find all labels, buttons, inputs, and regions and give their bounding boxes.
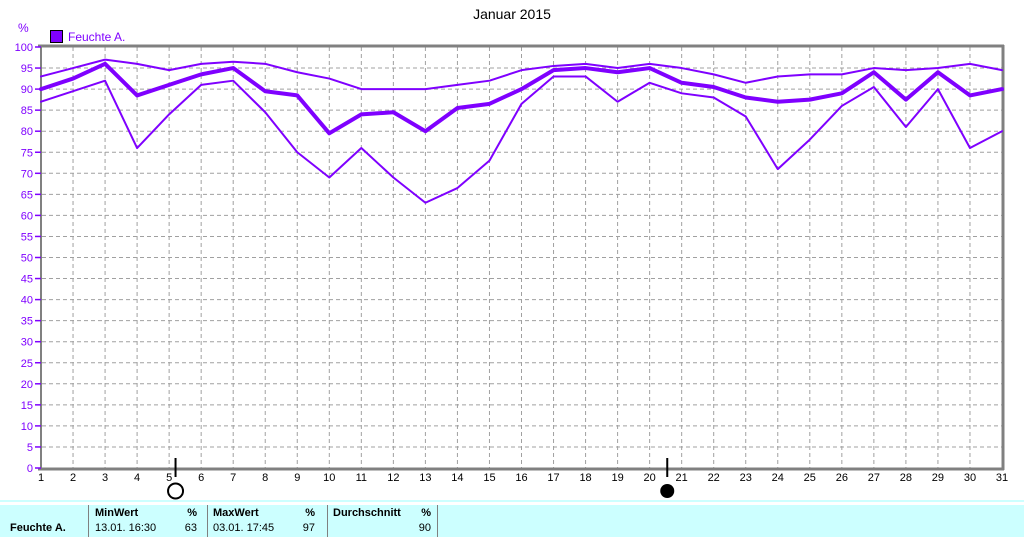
legend-color-swatch (50, 30, 63, 43)
x-axis-day-label: 1 (38, 472, 44, 484)
x-axis-day-label: 26 (836, 472, 848, 484)
maxwert-header-unit: % (305, 507, 315, 519)
durchschnitt-header-unit: % (421, 507, 431, 519)
x-axis-day-label: 2 (70, 472, 76, 484)
x-axis-day-label: 27 (868, 472, 880, 484)
table-separator (207, 505, 208, 537)
x-axis-day-label: 9 (294, 472, 300, 484)
page-title: Januar 2015 (473, 6, 551, 22)
x-axis-day-label: 6 (198, 472, 204, 484)
x-axis-day-label: 28 (900, 472, 912, 484)
y-axis-tick-label: 5 (27, 442, 33, 454)
maxwert-value: 97 (302, 522, 315, 534)
x-axis-day-label: 25 (804, 472, 816, 484)
y-axis-tick-label: 85 (21, 105, 33, 117)
y-axis-tick-label: 100 (15, 42, 33, 54)
series-line-daily-max (40, 58, 1003, 91)
x-axis-day-label: 18 (579, 472, 591, 484)
x-axis-day-label: 12 (387, 472, 399, 484)
y-axis-tick-label: 60 (21, 210, 33, 222)
y-axis-tick-label: 55 (21, 231, 33, 243)
minwert-value: 63 (184, 522, 197, 534)
x-axis-day-label: 31 (996, 472, 1008, 484)
x-axis-day-label: 16 (515, 472, 527, 484)
y-axis-tick-label: 30 (21, 337, 33, 349)
humidity-line-chart: 0510152025303540455055606570758085909510… (15, 42, 1008, 500)
y-axis-tick-label: 15 (21, 400, 33, 412)
y-axis-tick-label: 90 (21, 84, 33, 96)
y-axis-tick-label: 65 (21, 189, 33, 201)
y-axis-tick-label: 70 (21, 168, 33, 180)
maxwert-timestamp: 03.01. 17:45 (213, 522, 275, 534)
x-axis-day-label: 24 (772, 472, 784, 484)
minwert-header: MinWert % (95, 506, 197, 521)
summary-divider (0, 500, 1024, 502)
x-axis-day-label: 11 (356, 472, 367, 484)
y-axis-tick-label: 40 (21, 295, 33, 307)
series-line-daily-mean (39, 61, 1004, 136)
full-moon-icon (167, 482, 185, 500)
x-axis-day-label: 30 (964, 472, 976, 484)
x-axis-day-label: 8 (262, 472, 268, 484)
x-axis-day-label: 13 (419, 472, 431, 484)
x-axis-day-label: 10 (323, 472, 335, 484)
y-axis-tick-label: 25 (21, 358, 33, 370)
y-axis-tick-label: 10 (21, 421, 33, 433)
legend-label: Feuchte A. (68, 29, 126, 44)
durchschnitt-value-row: 90 (333, 521, 431, 536)
durchschnitt-header: Durchschnitt % (333, 506, 431, 521)
x-axis-day-label: 20 (644, 472, 656, 484)
x-axis-day-label: 23 (740, 472, 752, 484)
series-line-daily-min (40, 75, 1003, 204)
minwert-value-row: 13.01. 16:30 63 (95, 521, 197, 536)
x-axis-day-label: 17 (547, 472, 559, 484)
maxwert-header-label: MaxWert (213, 507, 259, 519)
x-axis-day-label: 15 (483, 472, 495, 484)
sensor-row-label: Feuchte A. (10, 522, 66, 534)
maxwert-header: MaxWert % (213, 506, 315, 521)
minwert-timestamp: 13.01. 16:30 (95, 522, 157, 534)
x-axis-day-label: 29 (932, 472, 944, 484)
x-axis-day-label: 7 (230, 472, 236, 484)
maxwert-value-row: 03.01. 17:45 97 (213, 521, 315, 536)
y-axis-tick-label: 45 (21, 274, 33, 286)
x-axis-day-label: 5 (166, 472, 172, 484)
x-axis-day-label: 4 (134, 472, 140, 484)
table-separator (88, 505, 89, 537)
new-moon-icon (660, 484, 675, 498)
y-axis-tick-label: 20 (21, 379, 33, 391)
y-axis-tick-label: 50 (21, 253, 33, 265)
x-axis-day-label: 22 (708, 472, 720, 484)
minwert-header-label: MinWert (95, 507, 139, 519)
x-axis-day-label: 14 (451, 472, 463, 484)
durchschnitt-value: 90 (418, 522, 431, 534)
y-axis-tick-label: 35 (21, 316, 33, 328)
table-separator (437, 505, 438, 537)
x-axis-day-label: 21 (676, 472, 688, 484)
table-separator (327, 505, 328, 537)
y-axis-tick-label: 75 (21, 147, 33, 159)
y-axis-tick-label: 95 (21, 63, 33, 75)
legend: Feuchte A. (50, 29, 125, 44)
x-axis-day-label: 19 (611, 472, 623, 484)
minwert-header-unit: % (187, 507, 197, 519)
durchschnitt-header-label: Durchschnitt (333, 507, 401, 519)
summary-table: Feuchte A. MinWert % 13.01. 16:30 63 Max… (0, 505, 1024, 537)
y-axis-tick-label: 80 (21, 126, 33, 138)
y-axis-tick-label: 0 (27, 463, 33, 475)
x-axis-day-label: 3 (102, 472, 108, 484)
y-axis-unit-label: % (18, 21, 29, 35)
